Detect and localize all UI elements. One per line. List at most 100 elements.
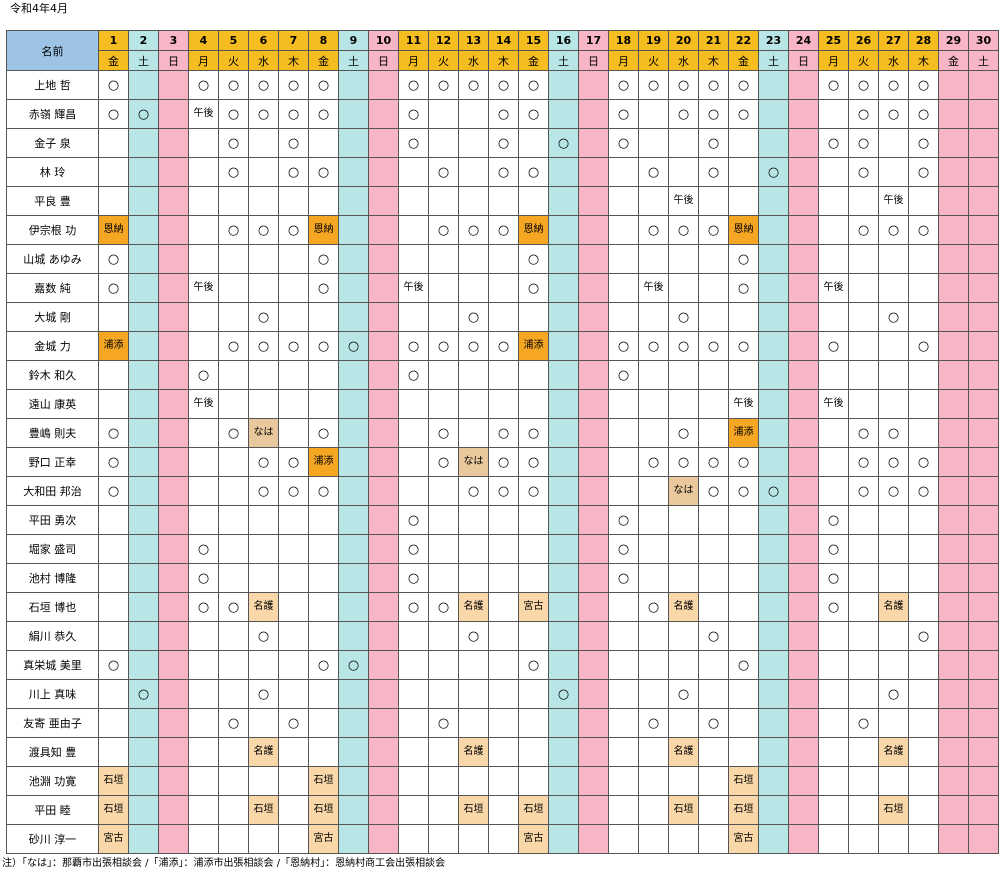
available-mark: ○ [317, 77, 330, 93]
schedule-cell [908, 795, 939, 825]
schedule-cell: ○ [428, 708, 459, 738]
schedule-cell [578, 650, 609, 680]
schedule-cell [758, 418, 789, 448]
weekday-header-2: 土 [128, 50, 159, 71]
available-mark: ○ [227, 715, 240, 731]
schedule-cell [188, 447, 219, 477]
location-tag: 恩納 [519, 216, 548, 244]
schedule-cell [518, 186, 549, 216]
schedule-cell [158, 534, 189, 564]
schedule-cell: ○ [458, 302, 489, 332]
schedule-cell [548, 795, 579, 825]
schedule-cell [698, 302, 729, 332]
schedule-cell [938, 418, 969, 448]
schedule-cell: ○ [728, 70, 759, 100]
schedule-cell: ○ [878, 99, 909, 129]
schedule-cell [188, 215, 219, 245]
schedule-cell [578, 389, 609, 419]
available-mark: ○ [437, 454, 450, 470]
schedule-cell [818, 708, 849, 738]
schedule-cell [368, 128, 399, 158]
schedule-cell: ○ [878, 418, 909, 448]
schedule-cell [428, 273, 459, 303]
schedule-cell [428, 766, 459, 796]
schedule-cell [98, 128, 129, 158]
available-mark: ○ [227, 599, 240, 615]
schedule-cell [128, 505, 159, 535]
schedule-cell [788, 766, 819, 796]
schedule-cell [608, 824, 639, 854]
available-mark: ○ [317, 338, 330, 354]
schedule-cell [158, 592, 189, 622]
schedule-cell [368, 476, 399, 506]
schedule-cell [458, 708, 489, 738]
schedule-cell: ○ [668, 99, 699, 129]
table-row: 金子 泉 ○ ○ ○ ○ ○ ○ ○ ○ ○ ○ [6, 128, 999, 158]
schedule-cell [968, 563, 999, 593]
schedule-cell: ○ [908, 157, 939, 187]
schedule-cell [368, 563, 399, 593]
schedule-cell [308, 679, 339, 709]
schedule-cell [98, 534, 129, 564]
schedule-cell [848, 534, 879, 564]
staff-name: 遠山 康英 [6, 389, 99, 419]
schedule-cell: 午後 [878, 186, 909, 216]
schedule-cell [548, 70, 579, 100]
schedule-cell [128, 621, 159, 651]
available-mark: ○ [107, 280, 120, 296]
schedule-cell [98, 186, 129, 216]
schedule-cell [878, 621, 909, 651]
weekday-header-29: 金 [938, 50, 969, 71]
schedule-cell: ○ [608, 99, 639, 129]
schedule-cell: ○ [668, 331, 699, 361]
available-mark: ○ [827, 570, 840, 586]
schedule-cell: 午後 [728, 389, 759, 419]
schedule-cell: ○ [638, 215, 669, 245]
day-header-6: 6 [248, 30, 279, 51]
schedule-cell [968, 99, 999, 129]
schedule-cell [938, 650, 969, 680]
schedule-cell [758, 70, 789, 100]
schedule-cell: ○ [218, 215, 249, 245]
location-tag: 恩納 [729, 216, 758, 244]
schedule-cell [548, 563, 579, 593]
available-mark: ○ [137, 106, 150, 122]
afternoon-mark: 午後 [643, 282, 664, 293]
schedule-cell [278, 824, 309, 854]
schedule-cell [488, 505, 519, 535]
schedule-cell [338, 476, 369, 506]
available-mark: ○ [317, 425, 330, 441]
schedule-cell [428, 795, 459, 825]
schedule-cell: 宮古 [728, 824, 759, 854]
schedule-cell [638, 360, 669, 390]
schedule-cell [968, 128, 999, 158]
schedule-cell [638, 795, 669, 825]
available-mark: ○ [197, 570, 210, 586]
schedule-cell: ○ [848, 476, 879, 506]
schedule-cell: ○ [248, 476, 279, 506]
schedule-cell [608, 302, 639, 332]
schedule-cell [938, 708, 969, 738]
weekday-header-10: 日 [368, 50, 399, 71]
available-mark: ○ [227, 338, 240, 354]
available-mark: ○ [647, 338, 660, 354]
available-mark: ○ [677, 77, 690, 93]
available-mark: ○ [647, 222, 660, 238]
schedule-cell [398, 215, 429, 245]
schedule-cell [788, 360, 819, 390]
schedule-cell [338, 708, 369, 738]
table-row: 池淵 功寛 石垣 石垣 石垣 [6, 766, 999, 796]
available-mark: ○ [887, 77, 900, 93]
schedule-cell [278, 186, 309, 216]
schedule-cell: ○ [848, 447, 879, 477]
schedule-cell [638, 99, 669, 129]
schedule-cell [488, 244, 519, 274]
available-mark: ○ [677, 338, 690, 354]
schedule-cell [98, 737, 129, 767]
schedule-cell [338, 505, 369, 535]
schedule-cell: 浦添 [518, 331, 549, 361]
schedule-cell: ○ [488, 70, 519, 100]
location-tag: 浦添 [99, 332, 128, 360]
schedule-cell [458, 273, 489, 303]
schedule-cell [818, 447, 849, 477]
